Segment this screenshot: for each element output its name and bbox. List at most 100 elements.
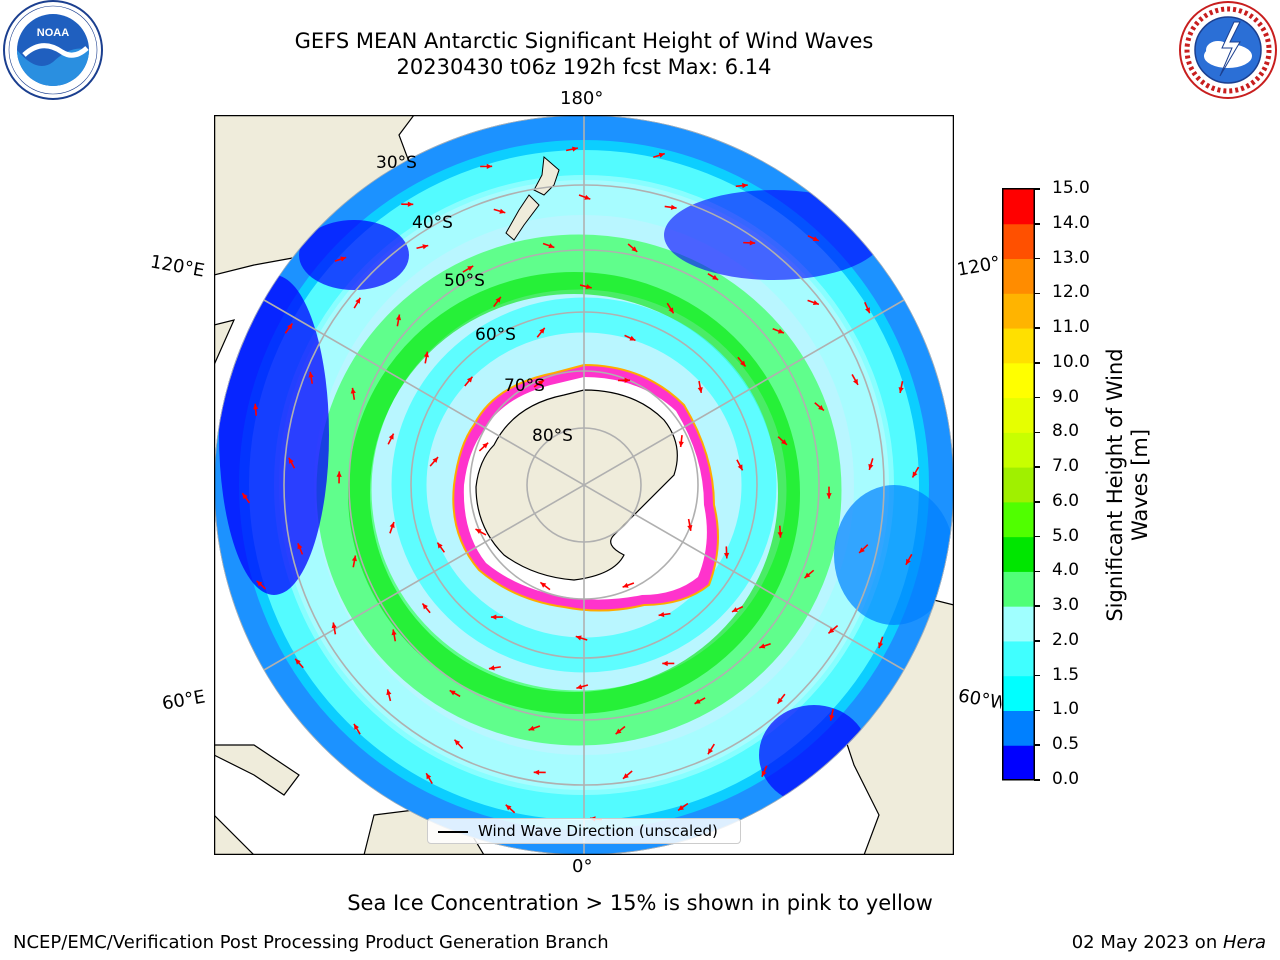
wind-arrow-head <box>242 493 248 500</box>
map-frame <box>214 115 954 855</box>
colorbar-tick-mark <box>1034 362 1040 364</box>
legend-line-icon <box>438 831 468 833</box>
wind-arrow-head <box>490 614 497 620</box>
plot-subtitle: 20230430 t06z 192h fcst Max: 6.14 <box>396 55 772 79</box>
wind-arrow-head <box>297 543 303 550</box>
colorbar-segment <box>1003 258 1034 294</box>
wind-arrow-head <box>407 201 414 207</box>
wind-arrow-head <box>423 351 429 358</box>
wind-arrow-head <box>437 542 443 549</box>
credit-text: NCEP/EMC/Verification Post Processing Pr… <box>13 932 609 953</box>
wind-arrow-head <box>331 622 337 629</box>
lat-label-70s: 70°S <box>504 376 545 396</box>
wind-arrow-head <box>829 714 835 721</box>
wind-arrow-head <box>759 643 766 649</box>
wind-arrow-head <box>295 658 301 665</box>
wind-arrow-head <box>777 328 784 334</box>
plot-title: GEFS MEAN Antarctic Significant Height o… <box>294 29 874 53</box>
colorbar-segment <box>1003 571 1034 607</box>
wind-arrow-head <box>707 748 714 755</box>
antarctic-wave-map: 30°S 40°S 50°S 60°S 70°S 80°S <box>214 115 954 855</box>
colorbar-tick-mark <box>1034 188 1040 190</box>
wind-arrow-head <box>575 635 582 641</box>
wind-arrow-head <box>432 457 439 463</box>
wind-arrow-head <box>488 665 495 671</box>
wind-arrow-head <box>454 739 461 746</box>
colorbar-tick-label: 6.0 <box>1052 490 1080 511</box>
colorbar-segment <box>1003 606 1034 642</box>
wind-arrow-head <box>777 697 783 704</box>
wind-arrow-head <box>658 152 665 158</box>
noaa-logo-text: NOAA <box>37 27 69 39</box>
wind-arrow-head <box>668 307 674 314</box>
wind-arrow-head <box>253 403 259 410</box>
wind-arrow-head <box>533 769 540 775</box>
colorbar-segment <box>1003 328 1034 364</box>
colorbar-tick-mark <box>1034 640 1040 642</box>
wind-arrow-head <box>670 204 677 210</box>
colorbar-tick-mark <box>1034 605 1040 607</box>
wind-arrow-head <box>678 805 684 811</box>
run-host: Hera <box>1222 932 1266 953</box>
colorbar-tick-label: 0.0 <box>1052 769 1080 789</box>
wind-arrow-head <box>662 660 668 667</box>
lat-label-80s: 80°S <box>532 426 573 446</box>
wind-arrow-head <box>486 163 493 170</box>
colorbar-segment <box>1003 293 1034 329</box>
map-legend: Wind Wave Direction (unscaled) <box>427 818 741 844</box>
colorbar-tick-label: 1.5 <box>1052 664 1080 685</box>
wind-arrow-head <box>912 471 918 478</box>
wind-arrow-head <box>761 770 767 777</box>
wind-arrow-head <box>742 183 748 189</box>
wind-arrow-head <box>355 297 361 304</box>
wind-arrow-head <box>658 611 665 618</box>
wind-wave-arrows <box>241 146 920 822</box>
wind-arrow-head <box>777 532 783 538</box>
wind-arrow-head <box>482 442 489 449</box>
wind-arrow-head <box>350 387 356 394</box>
wind-arrow-head <box>737 464 743 471</box>
wind-arrow-head <box>449 690 456 696</box>
colorbar-tick-label: 14.0 <box>1052 212 1090 233</box>
wind-arrow-head <box>898 387 904 393</box>
colorbar-segment <box>1003 675 1034 711</box>
noaa-logo-icon: NOAA <box>3 0 103 100</box>
wind-arrow-head <box>622 773 629 779</box>
wind-arrow-head <box>548 243 555 249</box>
colorbar-tick-label: 1.0 <box>1052 699 1080 720</box>
colorbar-tick-mark <box>1034 466 1040 468</box>
colorbar-tick-mark <box>1034 779 1040 781</box>
wind-arrow-head <box>538 380 545 386</box>
wind-arrow-head <box>386 689 392 696</box>
lon-label-180: 180° <box>560 88 604 109</box>
wind-arrow-head <box>853 378 858 385</box>
wind-arrow-head <box>615 728 622 735</box>
wind-arrow-head <box>336 471 342 477</box>
wind-arrow-head <box>812 300 819 306</box>
wind-arrow-head <box>388 433 394 440</box>
wind-arrow-head <box>540 582 547 588</box>
wind-arrow-head <box>740 360 746 367</box>
wind-arrow-head <box>288 457 294 464</box>
wind-arrow-head <box>505 804 512 811</box>
wind-arrow-head <box>865 307 870 314</box>
wind-arrow-head <box>584 194 591 200</box>
wind-arrow-head <box>351 555 358 562</box>
lon-label-120w: 120°W <box>955 252 1003 281</box>
colorbar-tick-mark <box>1034 431 1040 434</box>
wind-arrow-head <box>422 603 428 610</box>
wind-arrow-head <box>391 629 397 636</box>
nws-logo-icon <box>1179 1 1277 99</box>
colorbar-segment <box>1003 536 1034 572</box>
lon-label-60w: 60°W <box>956 685 1004 714</box>
colorbar-tick-mark <box>1034 674 1040 677</box>
colorbar-tick-label: 13.0 <box>1052 247 1090 268</box>
lon-label-120e: 120°E <box>148 251 207 282</box>
wind-arrow-head <box>622 582 629 588</box>
wind-arrow-head <box>287 323 293 330</box>
wind-arrow-head <box>499 208 506 214</box>
lat-label-60s: 60°S <box>475 325 516 345</box>
wind-arrow-head <box>539 327 545 334</box>
colorbar-segment <box>1003 432 1034 468</box>
wind-arrow-head <box>585 284 592 290</box>
